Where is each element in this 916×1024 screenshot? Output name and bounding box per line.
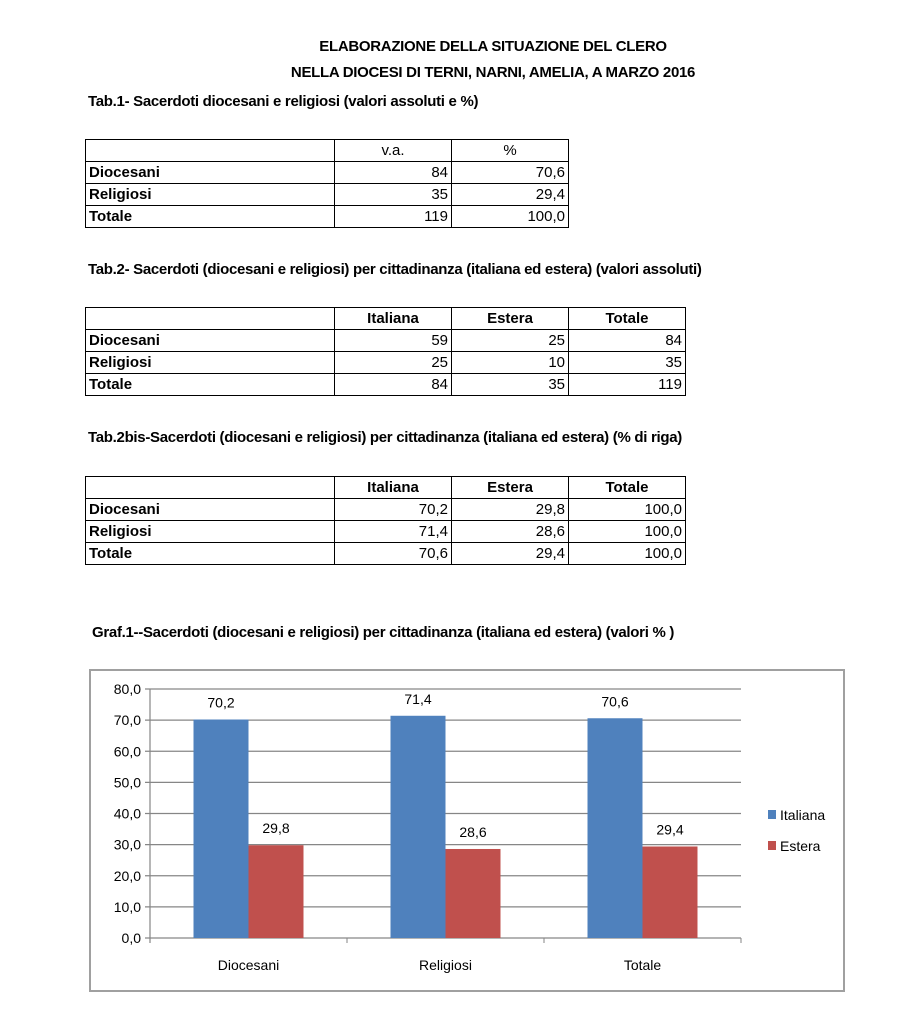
row-label: Totale bbox=[85, 373, 335, 396]
table-cell: 71,4 bbox=[334, 520, 452, 543]
table-row: Religiosi 25 10 35 bbox=[85, 351, 686, 374]
data-label: 29,8 bbox=[262, 820, 289, 836]
chart-frame bbox=[89, 669, 845, 992]
data-label: 70,2 bbox=[207, 695, 234, 711]
table-cell: 35 bbox=[451, 373, 569, 396]
data-label: 71,4 bbox=[404, 691, 431, 707]
table-cell: 29,4 bbox=[451, 542, 569, 565]
tab1-title: Tab.1- Sacerdoti diocesani e religiosi (… bbox=[88, 93, 479, 110]
column-header: Italiana bbox=[334, 476, 452, 499]
tab2-title: Tab.2- Sacerdoti (diocesani e religiosi)… bbox=[88, 261, 702, 278]
table-cell: 29,4 bbox=[451, 183, 569, 206]
column-header: Totale bbox=[568, 476, 686, 499]
bar-estera bbox=[248, 845, 304, 938]
column-header: Estera bbox=[451, 476, 569, 499]
tab2bis-title: Tab.2bis-Sacerdoti (diocesani e religios… bbox=[88, 429, 682, 446]
document-title-line2: NELLA DIOCESI DI TERNI, NARNI, AMELIA, A… bbox=[290, 64, 696, 81]
y-tick-label: 60,0 bbox=[114, 743, 141, 759]
table-cell: 100,0 bbox=[568, 542, 686, 565]
table-cell: 28,6 bbox=[451, 520, 569, 543]
table-cell: 100,0 bbox=[451, 205, 569, 228]
legend-label: Estera bbox=[780, 838, 821, 854]
table-row: Totale 84 35 119 bbox=[85, 373, 686, 396]
table-header-row: Italiana Estera Totale bbox=[85, 307, 686, 330]
tab2bis-table: Italiana Estera Totale Diocesani 70,2 29,8 100… bbox=[85, 476, 686, 565]
bar-italiana bbox=[390, 715, 446, 938]
legend-swatch-italiana bbox=[768, 810, 776, 819]
legend-swatch-estera bbox=[768, 841, 776, 850]
tab2-table: Italiana Estera Totale Diocesani 59 25 84 Relig… bbox=[85, 307, 686, 396]
x-tick-label: Religiosi bbox=[419, 957, 472, 973]
y-tick-label: 0,0 bbox=[122, 930, 142, 946]
data-label: 29,4 bbox=[656, 821, 683, 837]
data-label: 28,6 bbox=[459, 824, 486, 840]
table-cell: 29,8 bbox=[451, 498, 569, 521]
table-cell: 100,0 bbox=[568, 498, 686, 521]
y-tick-label: 50,0 bbox=[114, 774, 141, 790]
y-tick-label: 20,0 bbox=[114, 868, 141, 884]
chart-title: Graf.1--Sacerdoti (diocesani e religiosi… bbox=[92, 624, 675, 641]
table-row: Totale 70,6 29,4 100,0 bbox=[85, 542, 686, 565]
table-row: Totale 119 100,0 bbox=[85, 205, 569, 228]
data-label: 70,6 bbox=[601, 693, 628, 709]
x-tick-label: Diocesani bbox=[218, 957, 279, 973]
y-tick-label: 10,0 bbox=[114, 899, 141, 915]
x-tick-label: Totale bbox=[624, 957, 662, 973]
table-header-row: Italiana Estera Totale bbox=[85, 476, 686, 499]
row-label: Totale bbox=[85, 205, 335, 228]
y-tick-label: 30,0 bbox=[114, 837, 141, 853]
table-cell: 119 bbox=[568, 373, 686, 396]
table-row: Diocesani 70,2 29,8 100,0 bbox=[85, 498, 686, 521]
column-header: Totale bbox=[568, 307, 686, 330]
legend-label: Italiana bbox=[780, 807, 825, 823]
tab1-table: v.a.% Diocesani 84 70,6 Religiosi 35 29,4 Total… bbox=[85, 139, 569, 228]
table-row: Religiosi 35 29,4 bbox=[85, 183, 569, 206]
bar-italiana bbox=[193, 719, 249, 938]
document-title-line1: ELABORAZIONE DELLA SITUAZIONE DEL CLERO bbox=[319, 38, 667, 55]
y-tick-label: 80,0 bbox=[114, 681, 141, 697]
y-tick-label: 70,0 bbox=[114, 712, 141, 728]
table-cell: 84 bbox=[334, 373, 452, 396]
table-cell: 35 bbox=[568, 351, 686, 374]
row-label: Diocesani bbox=[85, 329, 335, 352]
bar-italiana bbox=[587, 718, 643, 938]
column-header: Estera bbox=[451, 307, 569, 330]
bar-estera bbox=[445, 848, 501, 938]
table-row: Religiosi 71,4 28,6 100,0 bbox=[85, 520, 686, 543]
y-tick-label: 40,0 bbox=[114, 806, 141, 822]
bar-estera bbox=[642, 846, 698, 938]
table-cell: 70,6 bbox=[334, 542, 452, 565]
